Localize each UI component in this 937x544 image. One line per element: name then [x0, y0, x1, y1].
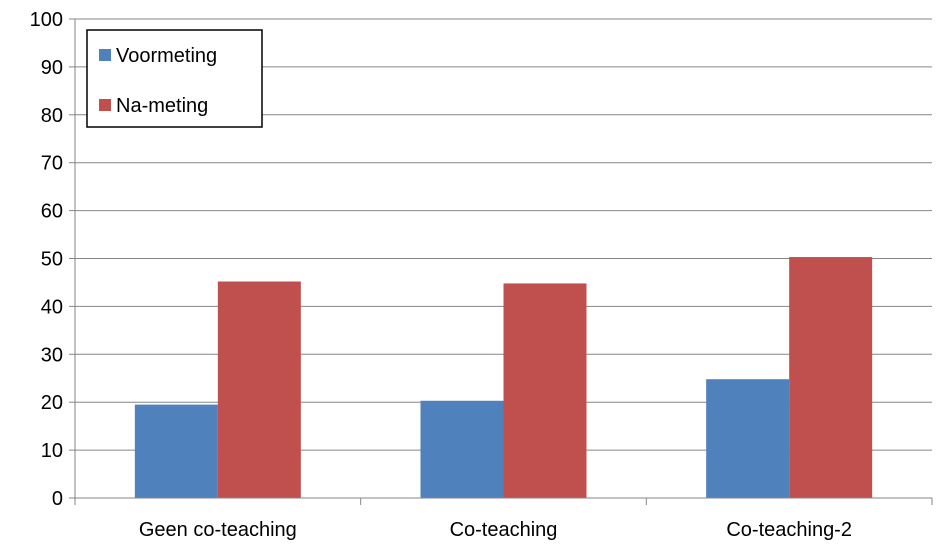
y-tick-labels: 0 10 20 30 40 50 60 70 80 90 100 [30, 9, 63, 510]
y-tick-label: 40 [41, 296, 63, 318]
x-tick-label: Co-teaching-2 [726, 519, 852, 541]
y-tick-label: 90 [41, 57, 63, 79]
y-tick-label: 70 [41, 153, 63, 175]
y-tick-label: 80 [41, 105, 63, 127]
legend-swatch-na-meting [99, 99, 111, 111]
bar-na-meting-3 [789, 257, 873, 498]
y-tick-label: 30 [41, 344, 63, 366]
bar-voormeting-3 [706, 379, 790, 498]
y-tick-label: 0 [52, 488, 63, 510]
axes [69, 18, 933, 505]
legend-label: Voormeting [116, 45, 217, 67]
bars [134, 257, 873, 498]
bar-na-meting-2 [503, 283, 587, 498]
y-tick-label: 100 [30, 9, 63, 31]
y-tick-label: 10 [41, 440, 63, 462]
legend-box [86, 29, 263, 128]
legend-label: Na-meting [116, 95, 208, 117]
legend: Voormeting Na-meting [86, 29, 263, 128]
x-tick-label: Co-teaching [450, 519, 558, 541]
bar-na-meting-1 [217, 281, 301, 498]
y-tick-label: 20 [41, 392, 63, 414]
bar-voormeting-2 [420, 400, 504, 498]
bar-voormeting-1 [134, 404, 218, 498]
y-tick-label: 60 [41, 201, 63, 223]
y-tick-label: 50 [41, 249, 63, 271]
legend-swatch-voormeting [99, 49, 111, 61]
x-tick-labels: Geen co-teaching Co-teaching Co-teaching-2 [139, 519, 852, 541]
x-tick-label: Geen co-teaching [139, 519, 297, 541]
